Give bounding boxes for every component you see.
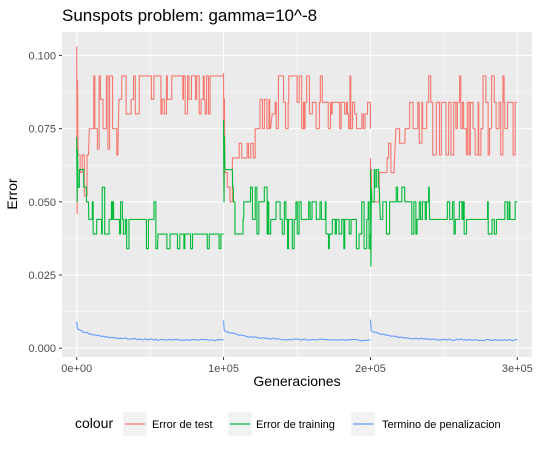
legend-label: Error de test	[152, 419, 213, 431]
legend-title: colour	[75, 415, 113, 431]
y-axis-ticks: 0.000 0.025 0.050 0.075 0.100	[28, 50, 62, 355]
x-tick-label: 3e+05	[502, 363, 533, 375]
x-tick-label: 1e+05	[208, 363, 239, 375]
y-tick-label: 0.025	[28, 270, 56, 282]
series-line-error-de-training-run-2	[223, 119, 371, 250]
series-line-error-de-training-run-1	[76, 137, 224, 250]
legend: colour Error de test Error de training Ter…	[75, 412, 501, 436]
x-axis-label: Generaciones	[253, 373, 340, 389]
x-tick-label: 2e+05	[355, 363, 386, 375]
y-tick-label: 0.100	[28, 50, 56, 62]
x-axis-ticks: 0e+00 1e+05 2e+05 3e+05	[61, 357, 533, 375]
x-tick-label: 0e+00	[61, 363, 92, 375]
y-axis-label: Error	[4, 178, 20, 209]
series-line-error-de-test-run-2	[223, 72, 371, 203]
y-tick-label: 0.050	[28, 197, 56, 209]
legend-label: Termino de penalizacion	[382, 419, 501, 431]
series-line-error-de-test-run-3	[369, 75, 518, 215]
series-line-termino-de-penalizacion-run-3	[369, 319, 518, 342]
legend-label: Error de training	[256, 419, 335, 431]
series-line-error-de-training-run-3	[369, 169, 518, 267]
y-tick-label: 0.000	[28, 343, 56, 355]
series-line-termino-de-penalizacion-run-2	[223, 320, 371, 342]
series-line-error-de-test-run-1	[76, 46, 224, 215]
chart-title: Sunspots problem: gamma=10^-8	[62, 6, 317, 25]
y-tick-label: 0.075	[28, 124, 56, 136]
series-layer	[76, 46, 518, 342]
series-line-termino-de-penalizacion-run-1	[76, 321, 224, 342]
